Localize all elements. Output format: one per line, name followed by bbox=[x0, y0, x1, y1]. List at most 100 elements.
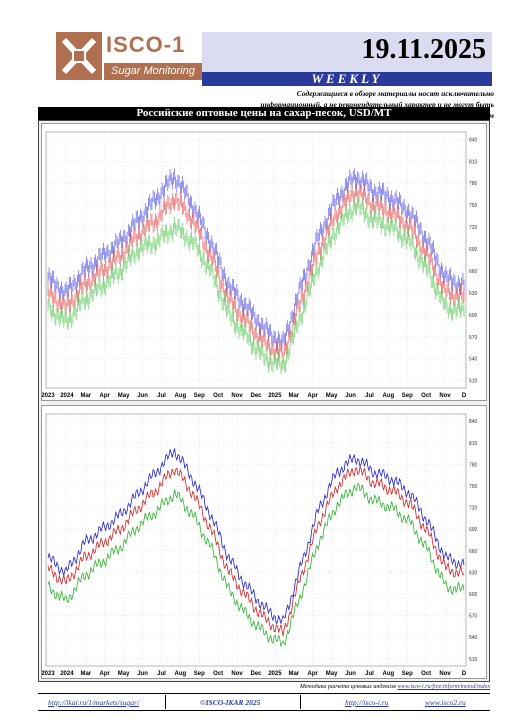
x-tick-label: Jul bbox=[365, 671, 374, 677]
x-tick-label: 2023 bbox=[42, 671, 55, 677]
y-tick-label: 840 bbox=[469, 419, 478, 425]
x-tick-label: Mar bbox=[288, 671, 299, 677]
section-title: Российские оптовые цены на сахар-песок, … bbox=[38, 107, 490, 120]
x-tick-label: Oct bbox=[213, 671, 223, 677]
x-tick-label: Nov bbox=[231, 671, 243, 677]
x-tick-label: May bbox=[326, 393, 338, 399]
x-tick-label: 2023 bbox=[42, 393, 55, 399]
series-line bbox=[47, 448, 465, 625]
y-tick-label: 690 bbox=[469, 527, 478, 533]
y-tick-label: 510 bbox=[469, 657, 478, 663]
x-tick-label: Mar bbox=[288, 393, 299, 399]
x-tick-label: Apr bbox=[308, 671, 319, 677]
plot-area bbox=[45, 131, 467, 389]
x-tick-label: D bbox=[462, 671, 467, 677]
x-tick-label: Oct bbox=[421, 671, 431, 677]
x-tick-label: Sep bbox=[402, 393, 413, 399]
series-line bbox=[47, 483, 465, 648]
x-tick-label: May bbox=[118, 393, 130, 399]
y-tick-label: 810 bbox=[469, 159, 478, 165]
x-tick-label: Aug bbox=[175, 671, 187, 677]
methodology-prefix: Методика расчета ценовых индексов bbox=[299, 684, 396, 690]
x-tick-label: Dec bbox=[250, 671, 262, 677]
footer-separator bbox=[300, 695, 301, 709]
x-tick-label: Jun bbox=[137, 671, 148, 677]
series-line bbox=[47, 465, 465, 637]
x-tick-label: Oct bbox=[421, 393, 431, 399]
x-tick-label: 2025 bbox=[268, 393, 282, 399]
y-tick-label: 540 bbox=[469, 635, 478, 641]
chart-frame: 510 540 570 600 630 660 690 720 750 780 810 840 2023… bbox=[38, 120, 490, 682]
isco-link[interactable]: http://isco-i.ru bbox=[345, 698, 389, 707]
footer-divider bbox=[38, 693, 490, 694]
x-tick-label: Apr bbox=[100, 671, 111, 677]
date-box: 19.11.2025 bbox=[202, 32, 492, 72]
plot-area bbox=[45, 413, 467, 667]
price-bands-chart: 510 540 570 600 630 660 690 720 750 780 810 840 2023… bbox=[41, 131, 478, 399]
y-tick-label: 600 bbox=[469, 592, 478, 598]
series-band bbox=[47, 196, 465, 374]
y-tick-label: 720 bbox=[469, 506, 478, 512]
x-tick-label: Mar bbox=[80, 671, 91, 677]
y-tick-label: 510 bbox=[469, 379, 478, 385]
ikar-sugar-link[interactable]: http://ikar.ru/1/markets/sugar/ bbox=[48, 698, 140, 707]
x-tick-label: Jul bbox=[365, 393, 374, 399]
x-tick-label: Aug bbox=[383, 671, 395, 677]
y-tick-label: 600 bbox=[469, 313, 478, 319]
footer-separator bbox=[165, 695, 166, 709]
x-tick-label: Nov bbox=[439, 671, 451, 677]
x-tick-label: May bbox=[118, 671, 130, 677]
x-tick-label: 2024 bbox=[60, 393, 74, 399]
footer-bottom-line bbox=[38, 710, 490, 711]
x-tick-label: 2024 bbox=[60, 671, 74, 677]
x-tick-label: Jul bbox=[157, 671, 166, 677]
x-tick-label: Jun bbox=[345, 671, 356, 677]
logo-mark-icon bbox=[56, 32, 102, 80]
x-tick-label: Aug bbox=[175, 393, 187, 399]
y-tick-label: 690 bbox=[469, 247, 478, 253]
chart-panel-bottom: 510 540 570 600 630 660 690 720 750 780 810 840 2023… bbox=[41, 405, 487, 679]
y-tick-label: 810 bbox=[469, 441, 478, 447]
report-date: 19.11.2025 bbox=[361, 34, 486, 65]
y-tick-label: 570 bbox=[469, 335, 478, 341]
y-tick-label: 780 bbox=[469, 462, 478, 468]
y-tick-label: 840 bbox=[469, 137, 478, 143]
series-band bbox=[47, 183, 465, 364]
y-tick-label: 630 bbox=[469, 570, 478, 576]
copyright: ©ISCO-IKAR 2025 bbox=[200, 698, 261, 707]
methodology-note: Методика расчета ценовых индексов www.is… bbox=[200, 684, 490, 690]
isco2-link[interactable]: www.isco2.ru bbox=[425, 698, 466, 707]
x-tick-label: Sep bbox=[194, 393, 205, 399]
isco-logo: ISCO-1 Sugar Monitoring bbox=[56, 28, 204, 86]
weekly-label: WEEKLY bbox=[202, 72, 492, 86]
y-tick-label: 660 bbox=[469, 549, 478, 555]
y-tick-label: 750 bbox=[469, 203, 478, 209]
y-tick-label: 780 bbox=[469, 181, 478, 187]
y-tick-label: 660 bbox=[469, 269, 478, 275]
x-tick-label: Mar bbox=[80, 393, 91, 399]
chart-panel-top: 510 540 570 600 630 660 690 720 750 780 810 840 2023… bbox=[41, 123, 487, 401]
methodology-link[interactable]: www.isco-i.ru/free/inform/metod/index bbox=[397, 684, 490, 690]
x-tick-label: Sep bbox=[402, 671, 413, 677]
logo-subtitle: Sugar Monitoring bbox=[104, 63, 202, 80]
x-tick-label: Aug bbox=[383, 393, 395, 399]
x-tick-label: Dec bbox=[250, 393, 262, 399]
x-tick-label: May bbox=[326, 671, 338, 677]
series-band bbox=[47, 168, 465, 351]
x-tick-label: Jun bbox=[137, 393, 148, 399]
y-tick-label: 570 bbox=[469, 614, 478, 620]
x-tick-label: Oct bbox=[213, 393, 223, 399]
price-lines-chart: 510 540 570 600 630 660 690 720 750 780 810 840 2023… bbox=[41, 413, 478, 677]
x-tick-label: Jun bbox=[345, 393, 356, 399]
y-tick-label: 750 bbox=[469, 484, 478, 490]
x-tick-label: Apr bbox=[308, 393, 319, 399]
y-tick-label: 630 bbox=[469, 291, 478, 297]
x-tick-label: Nov bbox=[231, 393, 243, 399]
x-tick-label: 2025 bbox=[268, 671, 282, 677]
x-tick-label: Jul bbox=[157, 393, 166, 399]
x-tick-label: D bbox=[462, 393, 467, 399]
logo-name: ISCO-1 bbox=[106, 32, 186, 57]
x-tick-label: Apr bbox=[100, 393, 111, 399]
x-tick-label: Sep bbox=[194, 671, 205, 677]
x-tick-label: Nov bbox=[439, 393, 451, 399]
